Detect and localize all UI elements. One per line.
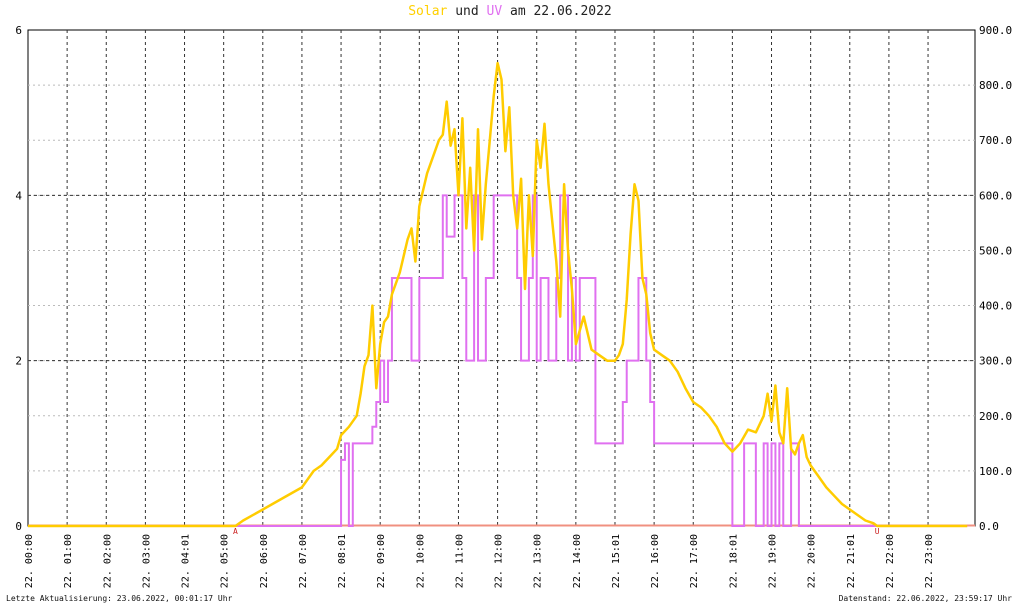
- x-tick-label: 22. 09:00: [376, 534, 387, 588]
- x-tick-label: 22. 07:00: [298, 534, 309, 588]
- y-left-tick-label: 6: [15, 24, 22, 37]
- chart-title: Solar und UV am 22.06.2022: [0, 4, 1020, 19]
- y-left-tick-label: 2: [15, 355, 22, 368]
- y-right-tick-label: 500.0: [979, 244, 1012, 257]
- x-tick-label: 22. 20:00: [807, 534, 818, 588]
- x-tick-label: 22. 05:00: [220, 534, 231, 588]
- title-solar: Solar: [408, 4, 448, 19]
- x-tick-label: 22. 06:00: [259, 534, 270, 588]
- solar-series-line: [28, 61, 968, 528]
- x-tick-label: 22. 23:00: [924, 534, 935, 588]
- y-right-tick-label: 0.0: [979, 520, 999, 533]
- y-left-tick-label: 0: [15, 520, 22, 533]
- y-right-tick-label: 800.0: [979, 79, 1012, 92]
- x-tick-label: 22. 01:00: [63, 534, 74, 588]
- series-group: [28, 61, 975, 528]
- plot-frame: [27, 29, 976, 527]
- y-right-tick-label: 700.0: [979, 134, 1012, 147]
- x-tick-label: 22. 02:00: [102, 534, 113, 588]
- x-tick-label: 22. 00:00: [24, 534, 35, 588]
- x-tick-label: 22. 17:00: [689, 534, 700, 588]
- x-tick-label: 22. 19:00: [768, 534, 779, 588]
- y-right-tick-label: 600.0: [979, 189, 1012, 202]
- x-tick-label: 22. 03:00: [141, 534, 152, 588]
- x-tick-label: 22. 18:01: [728, 534, 739, 588]
- y-right-tick-label: 400.0: [979, 300, 1012, 313]
- x-tick-label: 22. 21:01: [846, 534, 857, 588]
- x-tick-label: 22. 15:01: [611, 534, 622, 588]
- marker-A: A: [233, 527, 238, 536]
- x-tick-label: 22. 14:00: [572, 534, 583, 588]
- grid-lines: [28, 30, 975, 526]
- y-right-tick-label: 900.0: [979, 24, 1012, 37]
- x-tick-label: 22. 22:00: [885, 534, 896, 588]
- x-tick-label: 22. 12:00: [494, 534, 505, 588]
- title-und: und: [447, 4, 487, 19]
- x-tick-label: 22. 08:01: [337, 534, 348, 588]
- footer-last-update: Letzte Aktualisierung: 23.06.2022, 00:01…: [6, 594, 233, 603]
- y-right-tick-label: 200.0: [979, 410, 1012, 423]
- x-tick-label: 22. 16:00: [650, 534, 661, 588]
- x-tick-label: 22. 11:00: [454, 534, 465, 588]
- title-date: am 22.06.2022: [502, 4, 612, 19]
- axis-ticks: 0.0 100.0 200.0 300.0 400.0 500.0 600.0 700.0 80…: [15, 24, 1012, 588]
- y-right-tick-label: 300.0: [979, 355, 1012, 368]
- y-right-tick-label: 100.0: [979, 465, 1012, 478]
- x-tick-label: 22. 13:00: [533, 534, 544, 588]
- x-tick-label: 22. 10:00: [415, 534, 426, 588]
- y-left-tick-label: 4: [15, 189, 22, 202]
- title-uv: UV: [486, 4, 503, 19]
- x-tick-label: 22. 04:01: [181, 534, 192, 588]
- uv-series-line: [28, 194, 968, 527]
- marker-U: U: [875, 527, 880, 536]
- footer-data-status: Datenstand: 22.06.2022, 23:59:17 Uhr: [838, 594, 1012, 603]
